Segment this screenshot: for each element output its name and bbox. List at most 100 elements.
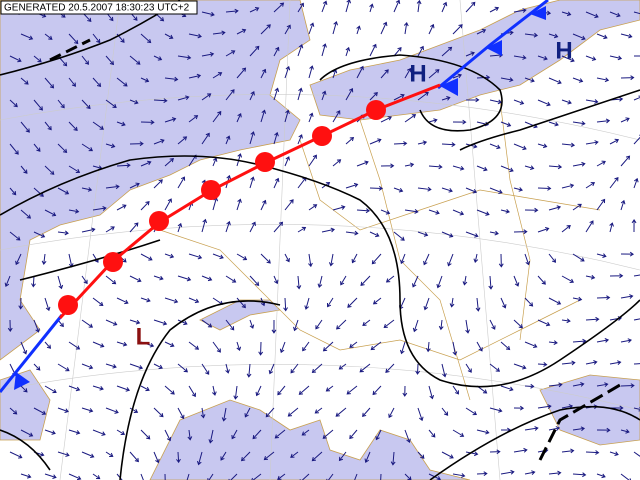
wind-arrow <box>500 77 514 83</box>
wind-arrow <box>153 138 165 145</box>
wind-arrow <box>489 6 500 13</box>
wind-arrow <box>537 185 552 191</box>
wind-arrow <box>268 363 275 375</box>
wind-arrow <box>297 43 304 57</box>
wind-arrow <box>129 99 139 105</box>
wind-arrow <box>105 55 115 66</box>
wind-arrow <box>537 275 546 285</box>
wind-arrow <box>236 112 242 123</box>
wind-arrow <box>561 142 576 148</box>
wind-arrow <box>489 230 499 236</box>
front-triangle <box>486 40 502 56</box>
wind-arrow <box>188 115 199 123</box>
wind-arrow <box>345 230 359 236</box>
wind-arrow <box>212 385 217 396</box>
wind-arrow <box>164 76 179 82</box>
wind-arrow <box>177 363 188 373</box>
wind-arrow <box>273 221 284 233</box>
wind-arrow <box>403 21 409 35</box>
wind-arrow <box>68 341 81 350</box>
wind-arrow <box>225 275 237 283</box>
wind-arrow <box>436 275 443 289</box>
wind-arrow <box>252 429 262 440</box>
wind-arrow <box>537 404 552 409</box>
wind-arrow <box>188 73 202 79</box>
wind-arrow <box>326 297 334 308</box>
wind-arrow <box>609 55 623 61</box>
wind-arrow <box>284 156 290 167</box>
wind-arrow <box>297 226 307 233</box>
wind-arrow <box>92 297 104 306</box>
wind-arrow <box>359 363 371 373</box>
wind-arrow <box>548 426 561 431</box>
wind-arrow <box>201 363 210 375</box>
wind-arrow <box>129 275 142 283</box>
wind-arrow <box>225 8 239 14</box>
wind-arrow <box>129 319 141 325</box>
wind-arrow <box>293 319 299 332</box>
wind-arrow <box>416 0 422 13</box>
wind-arrow <box>92 341 105 348</box>
wind-arrow <box>279 341 286 354</box>
wind-arrow <box>20 429 34 437</box>
wind-arrow <box>524 77 535 83</box>
wind-arrow <box>364 451 371 463</box>
wind-arrow <box>404 114 417 123</box>
wind-arrow <box>620 338 632 343</box>
border <box>359 119 471 401</box>
wind-arrow <box>489 143 501 150</box>
front-semicircle <box>255 152 275 172</box>
wind-arrow <box>177 176 186 189</box>
wind-arrow <box>322 341 334 352</box>
wind-arrow <box>263 451 275 461</box>
wind-arrow <box>417 140 428 146</box>
wind-arrow <box>153 363 163 370</box>
wind-arrow <box>325 385 334 392</box>
wind-arrow <box>308 253 313 268</box>
wind-arrow <box>277 385 286 396</box>
warm-front <box>58 83 441 320</box>
wind-arrow <box>116 204 127 211</box>
wind-arrow <box>356 160 369 167</box>
wind-arrow <box>356 208 371 214</box>
wind-arrow <box>164 297 179 304</box>
wind-arrow <box>524 383 535 389</box>
wind-arrow <box>311 363 323 374</box>
wind-arrow <box>393 187 404 193</box>
wind-arrow <box>68 165 81 174</box>
wind-arrow <box>287 407 299 417</box>
wind-arrow <box>81 319 94 328</box>
wind-arrow <box>81 55 90 65</box>
wind-arrow <box>393 0 401 13</box>
wind-arrow <box>260 24 271 35</box>
wind-arrow <box>308 22 315 35</box>
wind-arrow <box>153 407 164 418</box>
wind-arrow <box>347 297 358 308</box>
wind-arrow <box>258 341 264 356</box>
wind-arrow <box>92 206 107 211</box>
wind-arrow <box>425 341 431 353</box>
wind-arrow <box>9 55 22 63</box>
wind-arrow <box>524 426 539 431</box>
wind-arrow <box>201 11 215 17</box>
wind-arrow <box>369 231 380 238</box>
wind-arrow <box>596 295 611 301</box>
wind-arrow <box>328 253 334 267</box>
wind-arrow <box>177 136 188 145</box>
wind-arrow <box>208 429 214 444</box>
wind-arrow <box>489 187 503 194</box>
wind-arrow <box>9 407 18 415</box>
wind-arrow <box>44 429 56 435</box>
wind-arrow <box>524 470 536 475</box>
wind-arrow <box>371 253 382 265</box>
wind-arrow <box>473 253 479 263</box>
wind-arrow <box>345 0 352 13</box>
wind-arrow <box>447 253 454 267</box>
wind-arrow <box>513 55 527 60</box>
wind-arrow <box>188 385 196 398</box>
wind-arrow <box>317 275 323 288</box>
wind-arrow <box>524 341 538 349</box>
wind-arrow <box>349 429 358 440</box>
wind-arrow <box>177 222 183 233</box>
front-semicircle <box>366 100 386 120</box>
